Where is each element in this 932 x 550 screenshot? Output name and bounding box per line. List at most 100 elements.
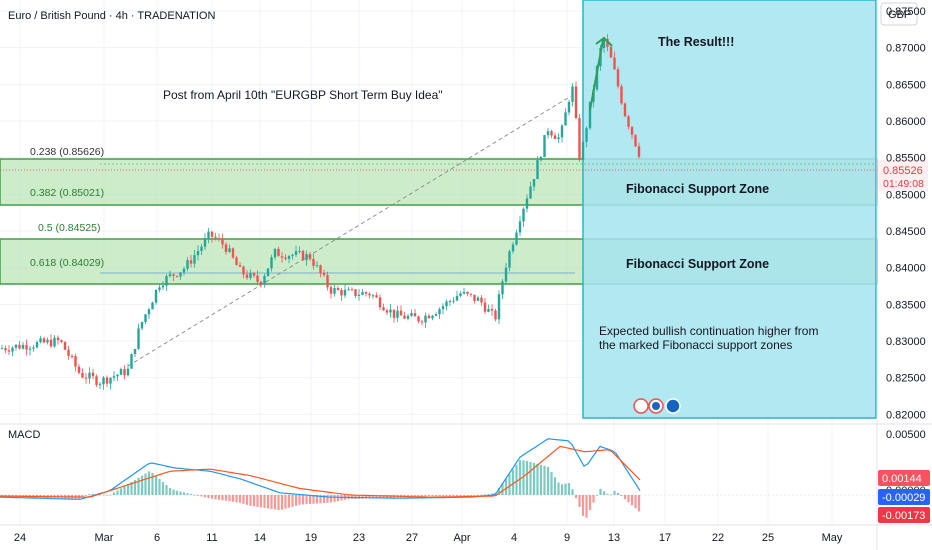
macd-histogram-bar [466,494,469,497]
macd-histogram-bar [102,494,105,496]
candle-body [525,198,529,209]
candle-body [105,377,109,384]
price-axis[interactable]: 0.87500 0.87000 0.86500 0.86000 0.85500 0.850… [886,6,926,421]
candle-body [588,101,592,129]
macd-histogram-bar [277,494,280,510]
candle-body [77,366,81,373]
candle-body [312,258,315,266]
macd-histogram-bar [203,494,207,498]
macd-histogram-bar [228,494,231,502]
candle-body [0,348,4,350]
candle-body [438,309,441,315]
macd-histogram-bar [368,494,371,499]
macd-histogram-bar [165,485,168,495]
news-icon[interactable] [665,398,681,414]
result-box[interactable] [582,0,877,419]
candle-body [298,250,301,252]
candle-body [518,221,522,233]
macd-histogram-bar [539,464,543,495]
candle-body [487,308,490,312]
macd-histogram-bar [364,494,368,499]
macd-histogram-bar [543,465,546,495]
candle-body [361,292,364,295]
candle-body [217,238,221,240]
candle-body [228,248,231,252]
candle-body [151,302,154,310]
time-tick-label: 27 [406,532,418,544]
candle-body [347,289,350,291]
macd-histogram-bar [291,494,294,507]
current-price-value: 0.85526 [883,165,923,177]
macd-histogram-bar [315,494,319,504]
candle-body [49,339,53,347]
candle-body [207,231,210,239]
macd-histogram-bar [574,494,578,499]
candle-body [343,289,347,296]
candle-body [294,251,298,255]
candle-body [581,141,585,160]
candle-body [210,231,214,237]
macd-histogram-bar [105,494,109,496]
macd-histogram-bar [301,494,305,505]
trend-line [127,95,572,367]
candle-body [193,255,196,264]
macd-histogram-bar [123,486,126,495]
macd-histogram-bar [490,493,494,495]
candle-body [102,377,105,385]
macd-histogram-bar [305,494,308,505]
candle-body [109,377,112,384]
candle-body [424,315,427,323]
candle-body [473,294,476,301]
macd-histogram-bar [249,494,252,506]
macd-histogram-bar [361,494,364,499]
candle-body [287,256,291,259]
candle-body [133,348,137,355]
candle-body [137,328,140,349]
symbol-title[interactable]: Euro / British Pound · 4h · TRADENATION [8,10,215,22]
candle-body [25,344,28,350]
candle-body [95,376,98,385]
macd-histogram-bar [616,493,620,495]
candle-body [490,308,494,311]
candle-body [130,354,133,369]
macd-histogram-bar [144,473,147,495]
candle-body [578,118,581,160]
candle-body [266,268,270,277]
macd-histogram-bar [452,494,455,497]
macd-histogram-bar [560,484,564,495]
candle-body [427,315,431,319]
candle-body [74,356,77,367]
macd-histogram-bar [515,464,518,495]
macd-histogram-bar [179,491,182,495]
candle-body [508,251,511,268]
price-tick-label: 0.86500 [886,79,926,91]
macd-histogram-bar [592,494,595,503]
macd-histogram-bar [329,494,333,503]
event-icons[interactable] [633,398,681,414]
macd-histogram-bar [497,487,501,495]
candle-body [154,289,158,303]
macd-histogram-bar [245,494,249,505]
macd-histogram-bar [571,489,574,495]
candle-body [28,348,32,350]
macd-histogram-bar [585,494,588,518]
candle-body [375,295,378,298]
flag-icon-eu[interactable] [652,402,660,410]
earnings-icon[interactable] [633,398,649,414]
candle-body [308,254,312,259]
macd-histogram-bar [609,494,613,496]
macd-histogram-bar [256,494,259,507]
time-axis[interactable]: 24 Mar 6 11 14 19 23 27 Apr 4 9 13 17 22 25 May [14,532,843,544]
macd-value-label: -0.00173 [882,510,925,522]
macd-histogram-bar [522,460,525,495]
macd-label[interactable]: MACD [8,429,40,441]
candle-body [613,57,616,70]
candle-body [529,186,532,199]
macd-value-label: 0.00144 [882,473,922,485]
macd-histogram-bar [459,494,462,497]
time-tick-label: 22 [712,532,724,544]
currency-button[interactable] [880,2,918,26]
